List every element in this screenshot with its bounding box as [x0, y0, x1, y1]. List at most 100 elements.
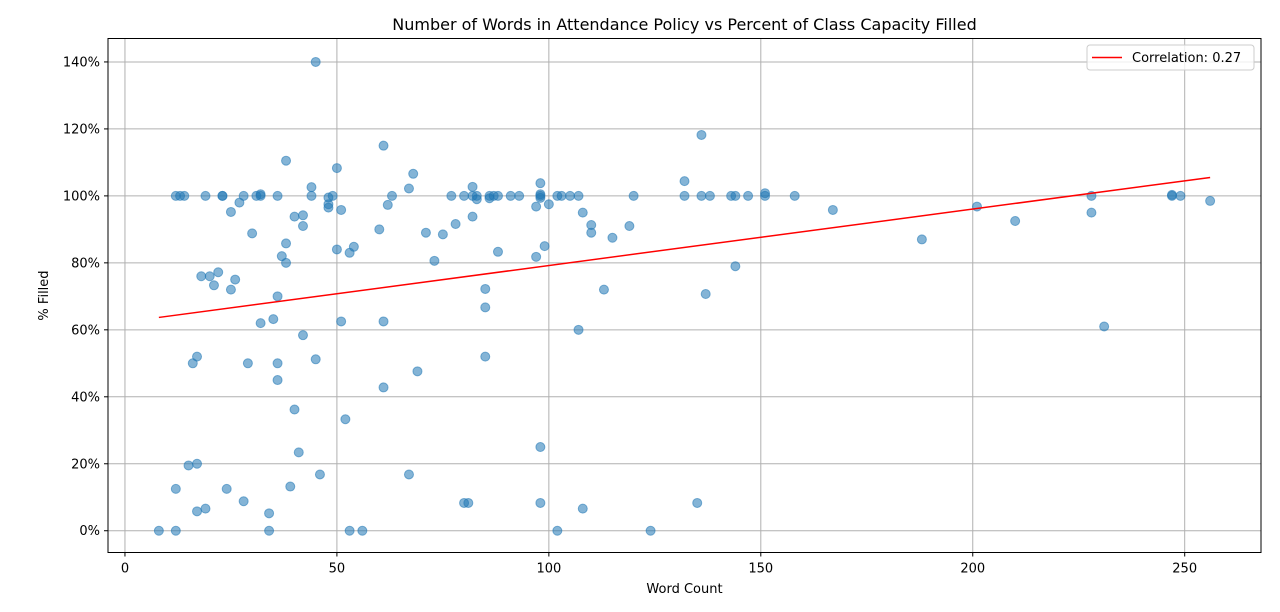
data-point — [577, 503, 588, 514]
data-point — [760, 190, 771, 201]
data-point — [531, 201, 542, 212]
data-point — [543, 199, 554, 210]
data-point — [492, 190, 503, 201]
data-point — [374, 224, 385, 235]
data-point — [238, 190, 249, 201]
data-point — [255, 190, 266, 201]
data-points — [153, 56, 1216, 536]
data-point — [331, 163, 342, 174]
data-point — [535, 442, 546, 453]
data-point — [327, 190, 338, 201]
chart-title: Number of Words in Attendance Policy vs … — [392, 15, 976, 34]
data-point — [450, 219, 461, 230]
data-point — [297, 221, 308, 232]
data-point — [552, 525, 563, 536]
data-point — [607, 232, 618, 243]
data-point — [297, 330, 308, 341]
data-point — [314, 469, 325, 480]
data-point — [535, 497, 546, 508]
data-point — [387, 190, 398, 201]
data-point — [336, 316, 347, 327]
data-point — [535, 192, 546, 203]
data-point — [183, 460, 194, 471]
data-point — [293, 447, 304, 458]
data-point — [272, 375, 283, 386]
data-point — [480, 302, 491, 313]
data-point — [679, 176, 690, 187]
data-point — [696, 129, 707, 140]
data-point — [429, 255, 440, 266]
data-point — [255, 318, 266, 329]
data-point — [573, 324, 584, 335]
data-point — [730, 261, 741, 272]
data-point — [310, 354, 321, 365]
data-point — [1010, 215, 1021, 226]
data-point — [272, 291, 283, 302]
data-point — [1099, 321, 1110, 332]
data-point — [289, 404, 300, 415]
data-point — [692, 497, 703, 508]
data-point — [403, 469, 414, 480]
x-tick-label: 0 — [121, 562, 129, 577]
data-point — [268, 314, 279, 325]
data-point — [535, 178, 546, 189]
data-point — [230, 274, 241, 285]
data-point — [408, 168, 419, 179]
data-point — [446, 190, 457, 201]
legend: Correlation: 0.27 — [1086, 44, 1255, 71]
data-point — [467, 181, 478, 192]
data-point — [403, 183, 414, 194]
data-point — [192, 458, 203, 469]
data-point — [153, 525, 164, 536]
data-point — [204, 271, 215, 282]
data-point — [467, 211, 478, 222]
data-point — [200, 503, 211, 514]
y-tick-label: 120% — [63, 122, 100, 137]
data-point — [310, 56, 321, 67]
data-point — [412, 366, 423, 377]
data-point — [480, 351, 491, 362]
data-point — [577, 207, 588, 218]
data-point — [916, 234, 927, 245]
data-point — [531, 251, 542, 262]
data-point — [357, 525, 368, 536]
y-tick-label: 140% — [63, 55, 100, 70]
data-point — [242, 358, 253, 369]
x-tick-label: 150 — [748, 562, 773, 577]
data-point — [971, 201, 982, 212]
y-tick-label: 40% — [71, 390, 100, 405]
data-point — [378, 382, 389, 393]
data-point — [382, 199, 393, 210]
data-point — [170, 525, 181, 536]
data-point — [281, 155, 292, 166]
data-point — [645, 525, 656, 536]
y-tick-label: 60% — [71, 323, 100, 338]
data-point — [264, 525, 275, 536]
trend-line — [158, 176, 1211, 319]
data-point — [378, 140, 389, 151]
data-point — [348, 241, 359, 252]
data-point — [272, 190, 283, 201]
data-point — [225, 284, 236, 295]
data-point — [264, 508, 275, 519]
data-point — [505, 190, 516, 201]
data-point — [743, 190, 754, 201]
data-point — [281, 238, 292, 249]
data-point — [1166, 190, 1177, 201]
data-point — [179, 190, 190, 201]
data-point — [1175, 190, 1186, 201]
x-tick-label: 50 — [329, 562, 346, 577]
data-point — [700, 288, 711, 299]
data-point — [170, 483, 181, 494]
data-point — [247, 228, 258, 239]
data-point — [306, 182, 317, 193]
data-point — [628, 190, 639, 201]
data-point — [225, 206, 236, 217]
data-point — [289, 211, 300, 222]
data-point — [238, 496, 249, 507]
data-point — [598, 284, 609, 295]
data-point — [331, 244, 342, 255]
data-point — [679, 190, 690, 201]
data-point — [696, 190, 707, 201]
data-point — [192, 351, 203, 362]
